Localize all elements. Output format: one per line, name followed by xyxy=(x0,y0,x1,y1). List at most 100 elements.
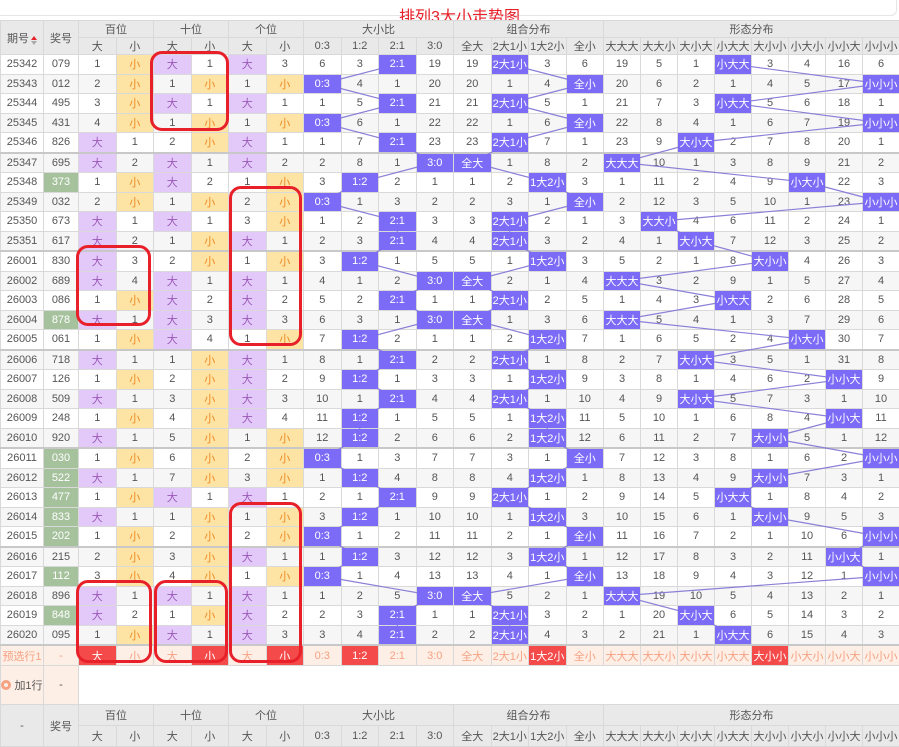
miss-count-cell: 6 xyxy=(304,55,342,75)
preselect-option[interactable]: 小 xyxy=(116,645,154,666)
miss-count-cell: 3 xyxy=(304,625,342,645)
miss-count-cell: 2 xyxy=(116,153,154,173)
miss-count-cell: 3 xyxy=(678,291,715,311)
preselect-option[interactable]: 2:1 xyxy=(379,645,417,666)
preselect-option-selected[interactable]: 1:2 xyxy=(341,645,379,666)
hit-cell: 小 xyxy=(116,488,154,508)
preselect-option-selected[interactable]: 1大2小 xyxy=(529,645,567,666)
preselect-option[interactable]: 小大小 xyxy=(789,645,826,666)
hit-cell: 大 xyxy=(79,428,117,448)
miss-count-cell: 2 xyxy=(266,606,304,626)
preselect-option[interactable]: 大小大 xyxy=(678,645,715,666)
preselect-option[interactable]: 大 xyxy=(229,645,267,666)
miss-count-cell: 1 xyxy=(341,448,379,468)
miss-count-cell: 28 xyxy=(826,291,863,311)
hit-cell: 大 xyxy=(229,370,267,390)
add-row-button[interactable]: 加1行 xyxy=(1,666,44,705)
miss-count-cell: 10 xyxy=(789,527,826,547)
miss-count-cell: 6 xyxy=(678,507,715,527)
miss-count-cell: 14 xyxy=(789,606,826,626)
preselect-option[interactable]: 大大小 xyxy=(641,645,678,666)
hit-cell: 3:0 xyxy=(416,310,454,330)
miss-count-cell: 23 xyxy=(454,133,492,153)
preselect-option-selected[interactable]: 大小小 xyxy=(752,645,789,666)
column-header: 小大大 xyxy=(715,726,752,747)
hit-cell: 2大1小 xyxy=(491,389,529,409)
hit-cell: 0:3 xyxy=(304,527,342,547)
sort-icon[interactable] xyxy=(31,36,37,40)
preselect-option[interactable]: 全小 xyxy=(566,645,604,666)
issue-header[interactable]: 期号 xyxy=(1,21,44,55)
miss-count-cell: 9 xyxy=(641,133,678,153)
miss-count-cell: 2 xyxy=(863,231,899,251)
miss-count-cell: 6 xyxy=(789,291,826,311)
hit-cell: 0:3 xyxy=(304,567,342,587)
preselect-option[interactable]: 大大大 xyxy=(604,645,641,666)
hit-cell: 小小小 xyxy=(863,113,899,133)
hit-cell: 小 xyxy=(266,468,304,488)
miss-count-cell: 1 xyxy=(379,153,417,173)
miss-count-cell: 8 xyxy=(566,350,604,370)
preselect-option[interactable]: 2大1小 xyxy=(491,645,529,666)
miss-count-cell: 5 xyxy=(154,428,192,448)
miss-count-cell: 8 xyxy=(529,153,567,173)
miss-count-cell: 4 xyxy=(191,330,229,350)
miss-count-cell: 8 xyxy=(641,113,678,133)
hit-cell: 小 xyxy=(266,507,304,527)
preselect-option[interactable]: 小小大 xyxy=(826,645,863,666)
miss-count-cell: 3 xyxy=(529,55,567,75)
miss-count-cell: 6 xyxy=(566,55,604,75)
issue-header[interactable]: - xyxy=(1,705,44,747)
preselect-number: - xyxy=(44,645,79,666)
column-header: 全小 xyxy=(566,38,604,55)
miss-count-cell: 3 xyxy=(715,547,752,567)
issue-cell: 26004 xyxy=(1,310,44,330)
miss-count-cell: 2 xyxy=(491,271,529,291)
preselect-option-selected[interactable]: 大 xyxy=(79,645,117,666)
miss-count-cell: 2 xyxy=(678,271,715,291)
miss-count-cell: 2 xyxy=(379,330,417,350)
hit-cell: 3:0 xyxy=(416,586,454,606)
miss-count-cell: 16 xyxy=(641,527,678,547)
preselect-option[interactable]: 小小小 xyxy=(863,645,899,666)
miss-count-cell: 1 xyxy=(229,567,267,587)
hit-cell: 大 xyxy=(154,310,192,330)
preselect-option[interactable]: 全大 xyxy=(454,645,492,666)
miss-count-cell: 3 xyxy=(678,448,715,468)
preselect-option[interactable]: 0:3 xyxy=(304,645,342,666)
miss-count-cell: 1 xyxy=(304,94,342,114)
preselect-option[interactable]: 大 xyxy=(154,645,192,666)
column-header: 小 xyxy=(191,726,229,747)
miss-count-cell: 5 xyxy=(641,310,678,330)
miss-count-cell: 1 xyxy=(566,586,604,606)
miss-count-cell: 1 xyxy=(752,448,789,468)
miss-count-cell: 12 xyxy=(304,428,342,448)
column-header: 小 xyxy=(191,38,229,55)
miss-count-cell: 7 xyxy=(789,113,826,133)
miss-count-cell: 10 xyxy=(641,153,678,173)
add-row-label: 加1行 xyxy=(14,680,42,692)
column-header: 大大小 xyxy=(641,726,678,747)
miss-count-cell: 5 xyxy=(826,507,863,527)
miss-count-cell: 11 xyxy=(789,547,826,567)
preselect-option[interactable]: 3:0 xyxy=(416,645,454,666)
miss-count-cell: 1 xyxy=(116,428,154,448)
miss-count-cell: 2 xyxy=(604,350,641,370)
miss-count-cell: 9 xyxy=(863,370,899,390)
add-row: 加1行- xyxy=(1,666,899,705)
issue-cell: 26014 xyxy=(1,507,44,527)
hit-cell: 大 xyxy=(79,153,117,173)
preselect-option[interactable]: 小大大 xyxy=(715,645,752,666)
miss-count-cell: 6 xyxy=(752,625,789,645)
miss-count-cell: 4 xyxy=(341,74,379,94)
hit-cell: 小 xyxy=(191,606,229,626)
miss-count-cell: 1 xyxy=(715,507,752,527)
column-header: 大 xyxy=(154,726,192,747)
preselect-option-selected[interactable]: 小 xyxy=(191,645,229,666)
hit-cell: 1:2 xyxy=(341,173,379,193)
preselect-option-selected[interactable]: 小 xyxy=(266,645,304,666)
winning-number: 833 xyxy=(44,507,79,527)
miss-count-cell: 1 xyxy=(79,173,117,193)
